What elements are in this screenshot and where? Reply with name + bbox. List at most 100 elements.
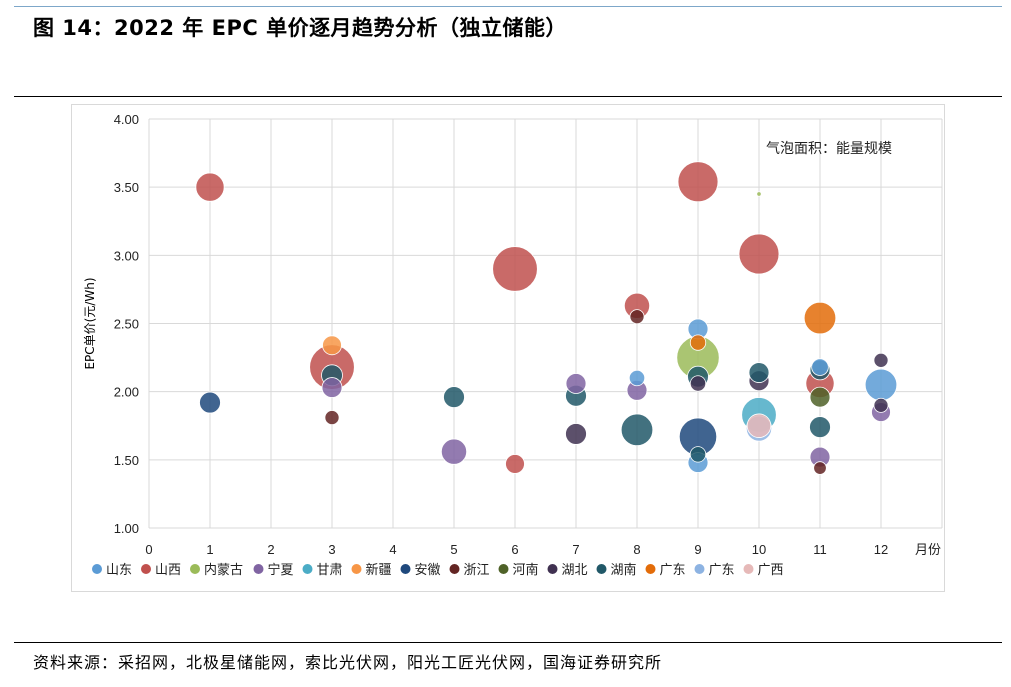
legend-item: 山西	[141, 563, 181, 578]
chart-frame: 1.00 1.50 2.00 2.50 3.00 3.50 4.00 0 1 2 3 4 5 6 7 8 9 10…	[71, 104, 945, 592]
bubble-广东-m11	[803, 301, 837, 335]
y-tick-label: 3.00	[114, 248, 139, 263]
bubble-size-note: 气泡面积：能量规模	[766, 141, 892, 157]
bubble-浙江-m8	[629, 309, 645, 325]
x-tick-label: 8	[633, 542, 640, 557]
y-tick-label: 4.00	[114, 112, 139, 127]
bubble-广西-m10	[746, 413, 772, 438]
x-tick-label: 2	[267, 542, 274, 557]
x-axis-label: 月份	[915, 542, 941, 557]
bubble-广东-m9	[689, 334, 707, 351]
legend: 山东 山西 内蒙古 宁夏 甘肃 新疆 安徽 浙江 河南 湖北 湖南 广东 广东 广西	[92, 562, 784, 578]
legend-label: 广东	[709, 563, 735, 578]
legend-item: 内蒙古	[190, 562, 243, 578]
top-rule	[14, 6, 1002, 7]
bubble-山西-m6	[492, 246, 538, 292]
legend-label: 甘肃	[317, 563, 343, 578]
y-tick-label: 3.50	[114, 180, 139, 195]
legend-marker	[351, 564, 362, 574]
bubble-宁夏-m5	[440, 438, 468, 465]
x-tick-label: 4	[389, 542, 396, 557]
legend-marker	[743, 564, 754, 574]
bubble-宁夏-m3	[321, 377, 343, 398]
legend-item: 广东	[645, 563, 686, 578]
y-axis-label: EPC单价(元/Wh)	[83, 277, 97, 369]
legend-marker	[92, 564, 102, 574]
bubble-安徽-m1	[199, 391, 221, 414]
x-tick-label: 11	[813, 542, 827, 557]
bubble-湖北-m7	[565, 423, 587, 445]
y-tick-label: 2.50	[114, 317, 139, 332]
tick-layer: 1.001.502.002.503.003.504.000 1 2 3 4 5 6 7 8 9 10…	[114, 112, 889, 557]
y-tick-label: 1.00	[114, 521, 139, 536]
x-tick-label: 12	[874, 542, 888, 557]
legend-label: 河南	[513, 562, 539, 578]
legend-item: 甘肃	[302, 563, 343, 578]
bubble-山西-m6	[505, 454, 525, 474]
bubble-湖北-m12	[873, 397, 889, 413]
figure-title: 图 14：2022 年 EPC 单价逐月趋势分析（独立储能）	[33, 16, 568, 40]
y-tick-label: 2.00	[114, 385, 139, 400]
legend-label: 广西	[758, 563, 784, 578]
legend-marker	[645, 564, 656, 574]
legend-item: 河南	[498, 562, 539, 578]
legend-label: 安徽	[415, 563, 441, 578]
legend-item: 安徽	[400, 563, 441, 578]
bubble-浙江-m11	[813, 461, 827, 475]
legend-marker	[694, 564, 705, 574]
legend-label: 浙江	[464, 563, 490, 578]
source-note: 资料来源：采招网，北极星储能网，索比光伏网，阳光工匠光伏网，国海证券研究所	[33, 653, 663, 672]
x-tick-label: 1	[206, 542, 213, 557]
legend-marker	[498, 564, 509, 574]
bubble-layer	[195, 161, 898, 475]
legend-item: 宁夏	[253, 562, 294, 578]
legend-label: 宁夏	[268, 562, 294, 578]
bubble-湖北-m9	[689, 375, 707, 392]
legend-item: 浙江	[449, 563, 490, 578]
x-tick-label: 5	[450, 542, 457, 557]
bubble-山东-m12	[864, 368, 898, 402]
legend-label: 广东	[660, 563, 686, 578]
title-rule	[14, 96, 1002, 97]
x-tick-label: 7	[572, 542, 579, 557]
x-tick-label: 6	[511, 542, 518, 557]
bubble-chart: 1.001.502.002.503.003.504.000 1 2 3 4 5 6 7 8 9 10…	[83, 112, 943, 578]
legend-marker	[596, 564, 607, 574]
legend-marker	[253, 564, 264, 574]
bubble-山西-m1	[195, 172, 225, 202]
bubble-山东-m11	[811, 358, 829, 376]
x-tick-label: 9	[694, 542, 701, 557]
legend-label: 山东	[106, 563, 132, 578]
bubble-湖南-m11	[809, 416, 831, 439]
legend-item: 广西	[743, 563, 784, 578]
bubble-湖南-m8	[620, 413, 654, 447]
legend-label: 山西	[155, 563, 181, 578]
x-tick-label: 10	[752, 542, 766, 557]
x-tick-label: 3	[328, 542, 335, 557]
source-rule	[14, 642, 1002, 643]
legend-label: 湖北	[562, 563, 588, 578]
y-tick-label: 1.50	[114, 453, 139, 468]
legend-label: 内蒙古	[204, 562, 243, 578]
bubble-山西-m10	[738, 233, 780, 275]
bubble-山西-m9	[677, 161, 719, 203]
legend-marker	[302, 564, 313, 574]
legend-label: 新疆	[366, 562, 392, 578]
legend-item: 山东	[92, 563, 132, 578]
bubble-湖南-m10	[748, 362, 770, 383]
x-tick-label: 0	[145, 542, 152, 557]
legend-marker	[141, 564, 151, 574]
legend-item: 新疆	[351, 562, 392, 578]
legend-label: 湖南	[611, 562, 637, 578]
legend-item: 湖北	[547, 563, 588, 578]
legend-item: 湖南	[596, 562, 637, 578]
legend-marker	[400, 564, 411, 574]
bubble-内蒙古-m10	[756, 191, 762, 197]
bubble-宁夏-m7	[565, 373, 587, 394]
bubble-新疆-m3	[322, 335, 342, 356]
bubble-湖南-m9	[689, 446, 707, 463]
bubble-河南-m11	[809, 386, 831, 408]
legend-item: 广东	[694, 563, 735, 578]
bubble-湖北-m12	[873, 352, 889, 368]
legend-marker	[547, 564, 558, 574]
